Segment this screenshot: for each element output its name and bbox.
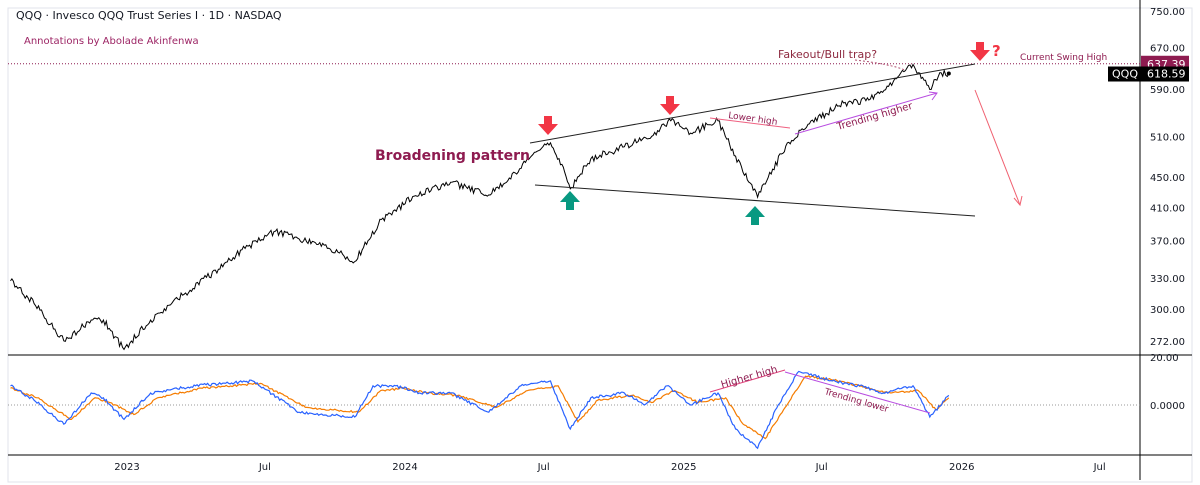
down-arrow-icon: [970, 42, 990, 61]
lower-trendline: [534, 184, 976, 217]
price-tick: 272.00: [1150, 337, 1185, 348]
last-symbol-label: QQQ: [1112, 68, 1138, 81]
time-tick: 2025: [671, 462, 696, 473]
broadening-pattern-label: Broadening pattern: [375, 148, 530, 164]
price-tick: 510.00: [1150, 132, 1185, 143]
price-tick: 450.00: [1150, 173, 1185, 184]
arrowhead-icon: [1013, 195, 1023, 207]
down-arrow-icon: [538, 116, 558, 135]
price-series-line: [10, 63, 950, 351]
time-tick: 2024: [392, 462, 417, 473]
annotation-credit: Annotations by Abolade Akinfenwa: [24, 36, 199, 47]
trending-lower-arrow: [784, 371, 931, 414]
price-tick: 410.00: [1150, 203, 1185, 214]
time-tick: Jul: [1093, 462, 1106, 473]
question-mark-label: ?: [992, 42, 1001, 60]
last-price-dot: [946, 71, 951, 76]
last-price-label-bg: [1108, 66, 1189, 82]
time-tick: 2026: [949, 462, 974, 473]
fakeout-label: Fakeout/Bull trap?: [778, 48, 877, 61]
chart-title: QQQ · Invesco QQQ Trust Series I · 1D · …: [16, 9, 282, 22]
lower-high-label: Lower high: [728, 111, 778, 128]
time-tick: Jul: [815, 462, 828, 473]
upper-trendline: [529, 63, 976, 144]
price-tick: 370.00: [1150, 237, 1185, 248]
higher-high-line: [709, 369, 786, 393]
price-tick: 750.00: [1150, 7, 1185, 18]
price-tick: 330.00: [1150, 274, 1185, 285]
chart-frame: [7, 7, 1193, 483]
osc-tick: 0.0000: [1150, 401, 1185, 412]
last-price-label: 618.59: [1147, 68, 1186, 81]
price-tick: 590.00: [1150, 85, 1185, 96]
higher-high-label: Higher high: [720, 364, 779, 391]
fakeout-pointer: [854, 59, 906, 71]
osc-slow-line: [10, 375, 950, 440]
lower-high-line: [709, 117, 791, 129]
trending-higher-arrow: [794, 92, 938, 135]
price-tick: 300.00: [1150, 305, 1185, 316]
up-arrow-icon: [560, 191, 580, 210]
time-tick: 2023: [114, 462, 139, 473]
current-swing-high-label: Current Swing High: [1020, 53, 1107, 63]
down-arrow-icon: [660, 96, 680, 115]
osc-fast-line: [10, 370, 950, 450]
time-tick: Jul: [537, 462, 550, 473]
time-tick: Jul: [258, 462, 271, 473]
arrowhead-icon: [928, 91, 938, 101]
up-arrow-icon: [745, 206, 765, 225]
projected-drop-arrow: [974, 89, 1021, 206]
price-tick: 670.00: [1150, 44, 1185, 55]
osc-tick: 20.00: [1150, 353, 1179, 364]
